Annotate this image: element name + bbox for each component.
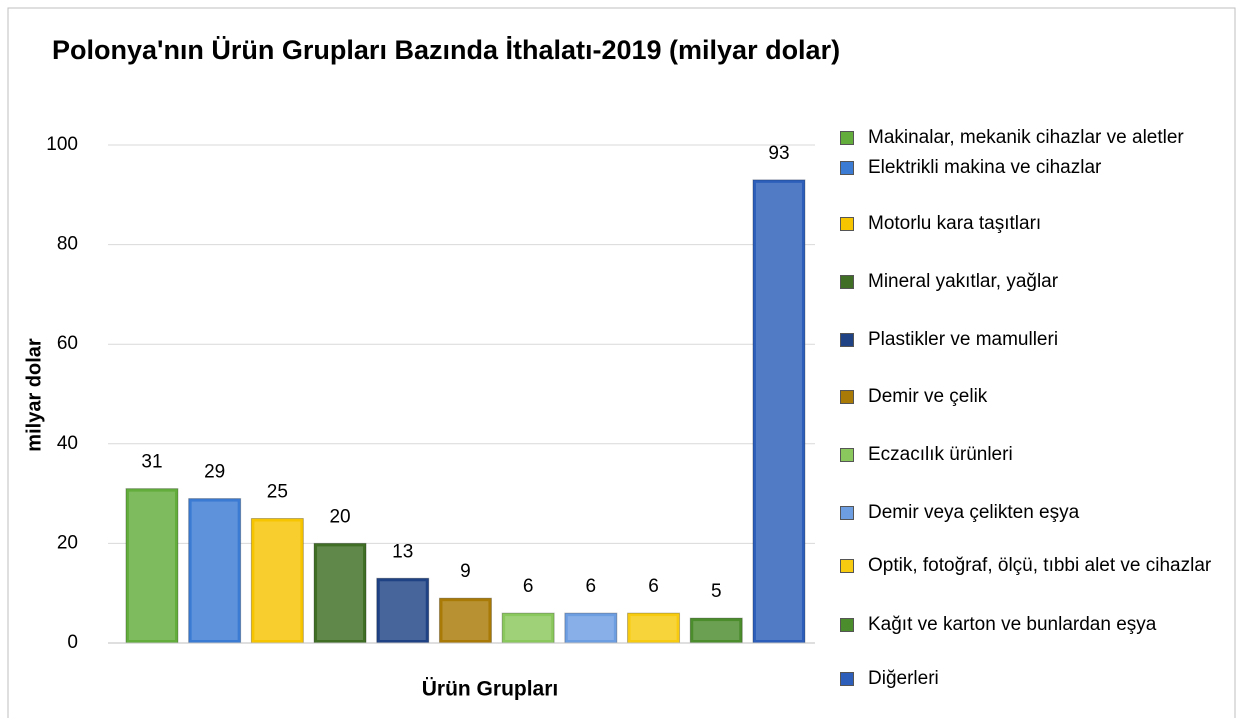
- y-tick-label: 80: [57, 234, 78, 255]
- legend-label: Diğerleri: [868, 668, 939, 689]
- legend-item: Elektrikli makina ve cihazlar: [840, 155, 1240, 181]
- legend-swatch: [840, 131, 854, 145]
- y-tick-label: 100: [46, 134, 78, 155]
- bar: [188, 498, 242, 644]
- data-label: 25: [267, 482, 288, 503]
- y-axis-label: milyar dolar: [23, 338, 45, 452]
- bar: [313, 542, 367, 644]
- legend-item: Demir ve çelik: [840, 384, 1240, 410]
- y-tick-label: 20: [57, 532, 78, 553]
- legend-label: Plastikler ve mamulleri: [868, 329, 1059, 350]
- data-label: 5: [711, 581, 722, 602]
- legend-item: Demir veya çelikten eşya: [840, 500, 1240, 526]
- bar: [376, 577, 430, 644]
- bar: [125, 488, 179, 644]
- legend-swatch: [840, 390, 854, 404]
- data-label: 20: [329, 506, 350, 527]
- legend-item: Makinalar, mekanik cihazlar ve aletler: [840, 125, 1240, 151]
- legend-item: Motorlu kara taşıtları: [840, 211, 1240, 237]
- data-label: 29: [204, 462, 225, 483]
- legend-swatch: [840, 506, 854, 520]
- legend-swatch: [840, 217, 854, 231]
- bar: [689, 617, 743, 644]
- data-label: 6: [523, 576, 534, 597]
- legend-label: Makinalar, mekanik cihazlar ve aletler: [868, 127, 1184, 148]
- legend-item: Optik, fotoğraf, ölçü, tıbbi alet ve cih…: [840, 553, 1240, 579]
- legend-label: Demir ve çelik: [868, 386, 988, 407]
- bar: [438, 597, 492, 644]
- legend-swatch: [840, 672, 854, 686]
- data-label: 9: [460, 561, 471, 582]
- legend-swatch: [840, 559, 854, 573]
- data-label: 93: [768, 143, 789, 164]
- legend-swatch: [840, 448, 854, 462]
- legend-swatch: [840, 333, 854, 347]
- chart-border: [7, 7, 1236, 718]
- data-label: 31: [141, 452, 162, 473]
- bar: [627, 612, 681, 644]
- legend-label: Optik, fotoğraf, ölçü, tıbbi alet ve cih…: [868, 555, 1212, 576]
- legend-label: Eczacılık ürünleri: [868, 444, 1013, 465]
- bar: [752, 179, 806, 644]
- chart-title: Polonya'nın Ürün Grupları Bazında İthala…: [52, 35, 840, 65]
- legend-item: Plastikler ve mamulleri: [840, 327, 1240, 353]
- data-label: 6: [586, 576, 597, 597]
- legend-item: Eczacılık ürünleri: [840, 442, 1240, 468]
- bar: [501, 612, 555, 644]
- y-tick-label: 0: [67, 632, 78, 653]
- legend-label: Kağıt ve karton ve bunlardan eşya: [868, 614, 1157, 635]
- legend-label: Elektrikli makina ve cihazlar: [868, 157, 1102, 178]
- legend-swatch: [840, 161, 854, 175]
- legend-label: Mineral yakıtlar, yağlar: [868, 271, 1059, 292]
- y-tick-label: 60: [57, 333, 78, 354]
- data-label: 6: [648, 576, 659, 597]
- data-label: 13: [392, 541, 413, 562]
- legend-swatch: [840, 618, 854, 632]
- y-tick-label: 40: [57, 433, 78, 454]
- legend-swatch: [840, 275, 854, 289]
- bar: [250, 518, 304, 644]
- bar: [564, 612, 618, 644]
- legend-item: Mineral yakıtlar, yağlar: [840, 269, 1240, 295]
- legend-label: Motorlu kara taşıtları: [868, 213, 1042, 234]
- legend-item: Kağıt ve karton ve bunlardan eşya: [840, 612, 1240, 638]
- legend-label: Demir veya çelikten eşya: [868, 502, 1080, 523]
- x-axis-label: Ürün Grupları: [422, 678, 559, 701]
- legend-item: Diğerleri: [840, 666, 1240, 692]
